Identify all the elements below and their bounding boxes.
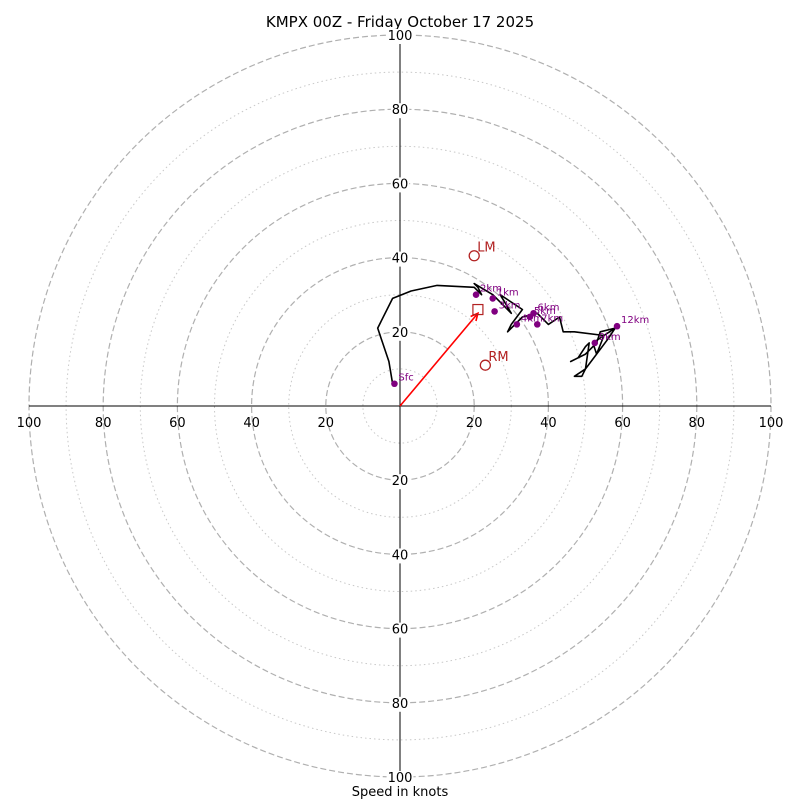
- storm-motion-group: LM RM: [399, 241, 509, 407]
- y-tick-label-bg: [390, 474, 410, 490]
- y-tick-label-bg: [390, 325, 410, 341]
- storm-motion-marker: [479, 359, 491, 371]
- y-tick-label: 80: [392, 697, 409, 712]
- height-point: [513, 321, 521, 328]
- height-point: [491, 308, 498, 315]
- y-tick-label: 60: [392, 623, 409, 638]
- height-point-label: 3km: [499, 300, 521, 311]
- height-point: [472, 291, 480, 299]
- height-point-label: 1km: [497, 287, 519, 298]
- height-point-label: 5km: [534, 306, 556, 317]
- y-tick-label-bg: [390, 103, 410, 119]
- storm-motion-label: RM: [488, 350, 508, 365]
- y-tick-label: 100: [388, 771, 413, 786]
- y-tick-label-bg: [390, 548, 410, 564]
- y-tick-label-bg: [386, 29, 414, 44]
- height-point: [489, 295, 497, 302]
- y-tick-label: 100: [388, 29, 413, 44]
- storm-motion-label: LM: [477, 241, 495, 256]
- y-tick-label: 40: [392, 548, 409, 563]
- y-tick-label: 60: [392, 177, 409, 192]
- height-point-label: 6km: [538, 302, 560, 313]
- y-tick-label: 20: [392, 474, 409, 489]
- y-tick-label: 80: [392, 103, 409, 118]
- y-tick-label: 20: [392, 326, 409, 341]
- chart-title: KMPX 00Z - Friday October 17 2025: [266, 13, 534, 31]
- hodograph-trace-group: [376, 282, 617, 384]
- y-tick-label-bg: [390, 251, 410, 267]
- y-tick-label-bg: [390, 696, 410, 712]
- y-tick-label-bg: [390, 622, 410, 638]
- height-point-label: 2km: [480, 284, 502, 295]
- height-point: [530, 309, 537, 317]
- height-point-label: 9km: [599, 332, 621, 343]
- x-tick-label: 60: [614, 416, 631, 431]
- height-point-label: 7km: [541, 313, 563, 324]
- x-tick-label: 80: [95, 416, 112, 431]
- height-point: [391, 380, 398, 388]
- hodograph-trace: [376, 282, 617, 384]
- x-tick-label: 100: [759, 416, 784, 431]
- shear-vector-arrowhead: [470, 311, 480, 322]
- storm-motion-marker: [468, 250, 480, 262]
- height-point-label: Sfc: [398, 373, 413, 384]
- shear-vector-arrow: [399, 312, 479, 407]
- mean-wind-marker: [472, 303, 484, 316]
- x-tick-label: 20: [466, 416, 483, 431]
- x-tick-label: 20: [318, 416, 335, 431]
- y-tick-label: 40: [392, 252, 409, 267]
- x-axis-label: Speed in knots: [352, 785, 449, 800]
- y-tick-label-bg: [390, 177, 410, 193]
- x-tick-label: 80: [689, 416, 706, 431]
- height-point: [613, 322, 621, 330]
- tick-labels: 100 100 80 80 60 60 40 40 20 20 20 20 40 40 60 60 80 80 10…: [17, 29, 784, 786]
- height-points-group: Sfc1km2km3km4km5km6km7km9km12km: [391, 284, 649, 388]
- y-tick-label-bg: [386, 771, 414, 786]
- x-tick-label: 40: [243, 416, 260, 431]
- x-tick-label: 60: [169, 416, 186, 431]
- height-point: [591, 339, 599, 347]
- height-point-label: 12km: [621, 315, 649, 326]
- height-point: [533, 321, 541, 328]
- x-tick-label: 100: [17, 416, 42, 431]
- x-tick-label: 40: [540, 416, 557, 431]
